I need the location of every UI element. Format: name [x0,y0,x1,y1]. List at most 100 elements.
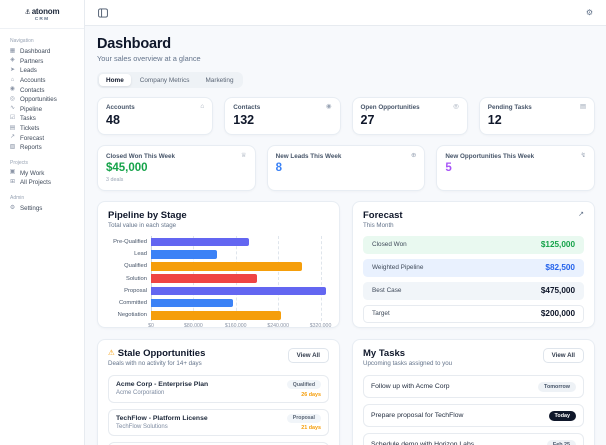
stage-badge: Proposal [286,413,321,423]
sidebar-item-forecast[interactable]: ↗ Forecast [10,134,45,142]
dashboard-tabs: Home Company Metrics Marketing [97,72,243,88]
page-subtitle: Your sales overview at a glance [97,54,201,63]
highlight-value: 5 [445,162,452,174]
chart-bar-row [151,248,329,260]
forecast-row-best-case: Best Case $475,000 [363,282,584,300]
task-list-item[interactable]: Follow up with Acme Corp Tomorrow [363,375,584,398]
sidebar-section-label: Admin [10,194,25,201]
chart-category-label: Solution [126,275,147,282]
sidebar-nav: Navigation ▦ Dashboard ◈ Partners ➤ Lead… [0,29,84,213]
my-work-icon: ▣ [9,169,16,176]
chart-bar-row [151,297,329,309]
sidebar-item-opportunities[interactable]: ◎ Opportunities [9,95,57,104]
building-icon: ⌂ [200,103,205,110]
sidebar-item-leads[interactable]: ➤ Leads [10,67,37,75]
chart-title: Pipeline by Stage [108,209,187,221]
pipeline-chart: Pre-Qualified Lead Qualified Solution Propos… [108,236,331,328]
forecast-row-target: Target $200,000 [363,305,584,323]
opportunities-icon: ◎ [9,95,16,102]
opportunity-list-item[interactable]: TechFlow - Platform License TechFlow Sol… [108,408,329,436]
leads-icon: ➤ [10,67,15,74]
pipeline-bar-negotiation [151,310,281,320]
stale-title: Stale Opportunities [117,347,206,359]
accounts-icon: ⌂ [10,76,15,83]
chart-category-label: Qualified [124,263,147,270]
sidebar-item-accounts[interactable]: ⌂ Accounts [10,76,46,85]
chart-bar-row [151,285,329,297]
task-list-item[interactable]: Schedule demo with Horizon Labs Feb 25 [363,433,584,445]
trophy-icon: ♕ [240,152,247,159]
stat-value: 132 [233,113,255,127]
task-list-item[interactable]: Prepare proposal for TechFlow Today [363,404,584,427]
chart-category-label: Lead [134,251,147,258]
sidebar-item-reports[interactable]: ▧ Reports [9,143,42,152]
forecast-title: Forecast [363,209,403,221]
logo-mark-icon: ⚓ [24,9,31,16]
tickets-icon: ▤ [9,124,16,131]
highlight-card-new-leads-this-week: New Leads This Week ⊕ 8 [266,145,426,191]
app-logo: ⚓atonom CRM [0,7,84,29]
due-date-badge: Tomorrow [538,381,576,392]
tab-company-metrics[interactable]: Company Metrics [139,76,190,84]
sidebar-item-my-work[interactable]: ▣ My Work [9,169,45,177]
x-tick-label: $0 [148,323,154,328]
sidebar-item-dashboard[interactable]: ▦ Dashboard [9,47,51,56]
sidebar-item-tickets[interactable]: ▤ Tickets [9,124,40,133]
chart-plot-area [151,236,329,322]
sidebar-section-label: Projects [10,159,29,166]
target-icon: ◎ [453,103,459,110]
sidebar-item-pipeline[interactable]: ∿ Pipeline [10,105,43,113]
reports-icon: ▧ [9,143,16,150]
pipeline-bar-lead [151,249,218,259]
sidebar-item-tasks[interactable]: ☑ Tasks [9,115,36,123]
contacts-icon: ◉ [9,86,16,93]
stale-view-all-button[interactable]: View All [287,347,329,363]
sidebar-toggle-icon[interactable] [98,7,108,18]
sidebar-section-label: Navigation [10,38,34,44]
sidebar-item-all-projects[interactable]: ⊞ All Projects [10,179,51,187]
stale-subtitle: Deals with no activity for 14+ days [108,360,202,367]
forecast-row-closed-won: Closed Won $125,000 [363,236,584,254]
chart-category-labels: Pre-Qualified Lead Qualified Solution Propos… [108,236,151,321]
chart-category-label: Proposal [124,287,147,294]
tab-marketing[interactable]: Marketing [205,76,234,84]
warning-icon: ⚠ [108,348,115,358]
zap-icon: ↯ [580,152,586,159]
chart-x-axis: $0 $80,000 $160,000 $240,000 $320,000 [148,323,331,328]
pipeline-bar-qualified [151,262,302,271]
chart-category-label: Committed [118,300,147,307]
highlight-subtext: 3 deals [106,176,124,183]
forecast-rows: Closed Won $125,000 Weighted Pipeline $8… [363,236,584,323]
trending-up-icon: ↗ [578,210,584,218]
forecast-icon: ↗ [10,134,15,141]
users-icon: ◉ [325,103,332,110]
sidebar-item-contacts[interactable]: ◉ Contacts [9,86,45,94]
stat-card-open-opportunities: Open Opportunities ◎ 27 [351,97,468,135]
chart-category-label: Pre-Qualified [113,239,147,246]
sidebar-item-partners[interactable]: ◈ Partners [10,57,44,65]
highlight-subtext [276,177,417,183]
pipeline-icon: ∿ [10,105,15,112]
opportunity-list-item[interactable]: Acme Corp - Enterprise Plan Acme Corpora… [108,375,329,403]
sidebar-item-settings[interactable]: ⚙ Settings [9,204,43,213]
chart-bar-row [151,260,329,272]
stat-value: 12 [487,113,502,127]
app-name: atonom [31,7,60,16]
highlight-card-new-opportunities-this-week: New Opportunities This Week ↯ 5 [436,145,595,191]
stat-card-contacts: Contacts ◉ 132 [224,97,341,135]
user-plus-icon: ⊕ [410,152,417,159]
stat-value: 48 [106,113,120,127]
highlight-card-closed-won-this-week: Closed Won This Week ♕ $45,000 3 deals [97,145,256,191]
stale-opportunities-panel: ⚠ Stale Opportunities Deals with no acti… [97,338,340,445]
days-stale-label: 26 days [301,391,321,398]
tasks-view-all-button[interactable]: View All [542,347,584,363]
theme-toggle-icon[interactable]: ⚙ [585,8,593,17]
highlight-value: 8 [275,162,283,174]
chart-bar-row [151,309,329,321]
pipeline-bar-proposal [151,286,326,296]
tab-home[interactable]: Home [99,74,131,86]
tasks-title: My Tasks [363,347,406,359]
forecast-row-weighted-pipeline: Weighted Pipeline $82,500 [363,259,584,277]
task-list: Follow up with Acme Corp Tomorrow Prepar… [363,375,584,445]
